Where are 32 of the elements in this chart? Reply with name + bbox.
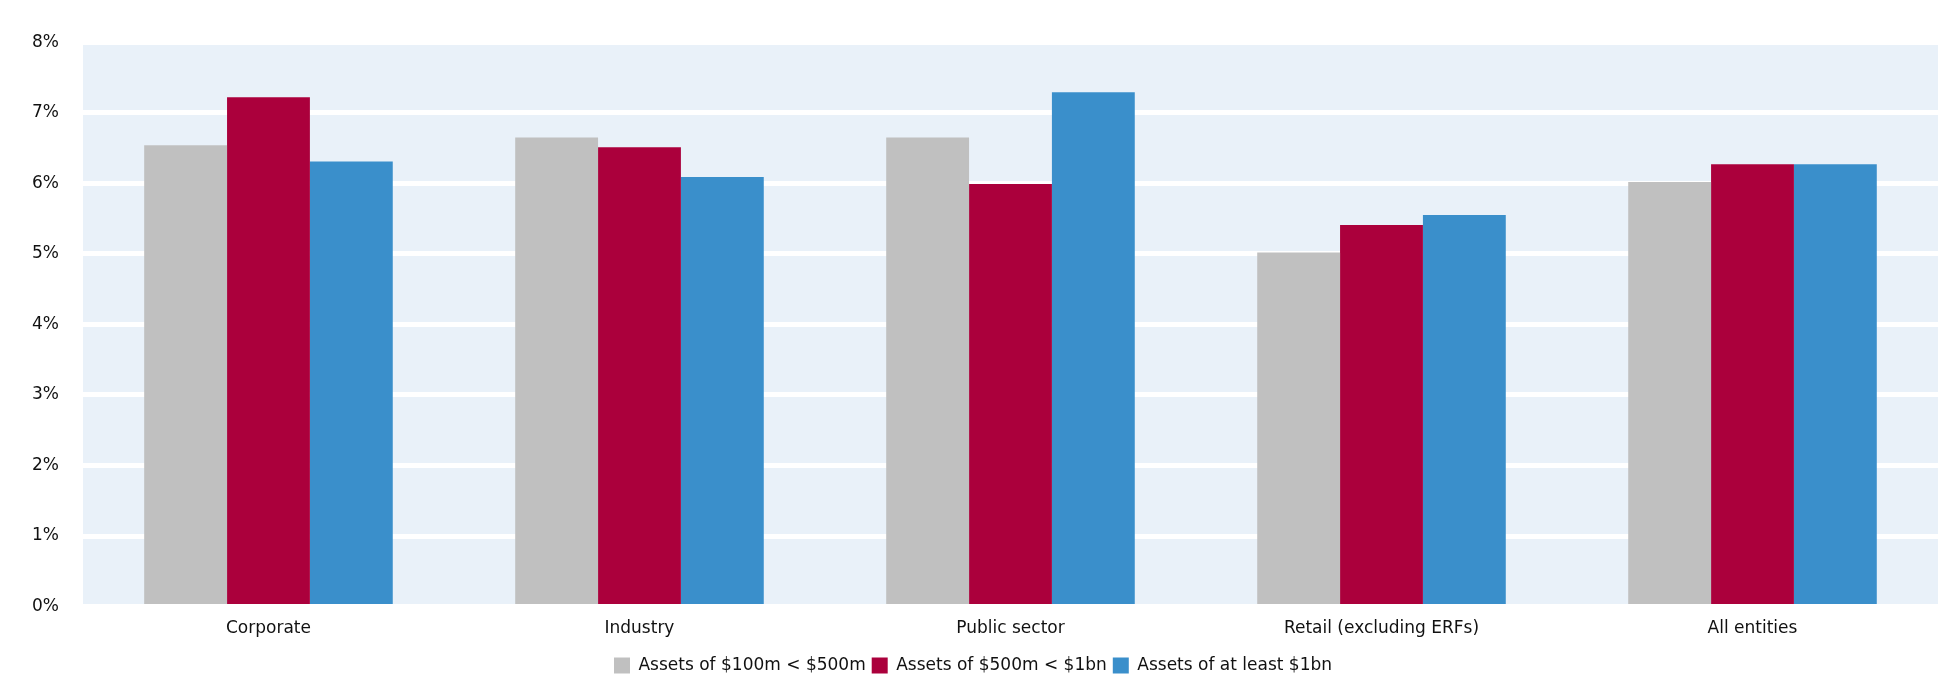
x-tick-label: All entities xyxy=(1707,617,1798,638)
y-tick-label: 1% xyxy=(31,524,59,545)
bar xyxy=(1422,215,1506,605)
y-tick-label: 4% xyxy=(31,312,59,333)
bar xyxy=(1051,92,1135,605)
bar xyxy=(680,176,764,605)
y-tick-label: 3% xyxy=(31,383,59,404)
y-tick-label: 8% xyxy=(31,30,59,51)
bar xyxy=(969,184,1052,605)
y-tick-label: 7% xyxy=(31,101,59,122)
bar xyxy=(1711,164,1794,605)
bar xyxy=(1793,164,1877,605)
bar xyxy=(227,97,310,605)
bar xyxy=(144,145,228,605)
x-tick-label: Corporate xyxy=(225,617,311,638)
x-tick-label: Industry xyxy=(604,617,675,638)
bar xyxy=(886,137,970,605)
bar xyxy=(309,161,393,605)
y-tick-label: 5% xyxy=(31,242,59,263)
y-tick-label: 0% xyxy=(31,595,59,616)
legend-label: Assets of $500m < $1bn xyxy=(896,653,1107,674)
bar xyxy=(598,147,681,605)
x-tick-label: Public sector xyxy=(956,617,1065,638)
x-tick-label: Retail (excluding ERFs) xyxy=(1283,617,1480,638)
legend-label: Assets of at least $1bn xyxy=(1137,653,1333,674)
bar xyxy=(515,137,599,605)
bar xyxy=(1340,224,1423,605)
bar xyxy=(1628,181,1712,605)
y-tick-label: 2% xyxy=(31,453,59,474)
legend-label: Assets of $100m < $500m xyxy=(638,653,866,674)
y-tick-label: 6% xyxy=(31,171,59,192)
bar xyxy=(1257,252,1341,605)
